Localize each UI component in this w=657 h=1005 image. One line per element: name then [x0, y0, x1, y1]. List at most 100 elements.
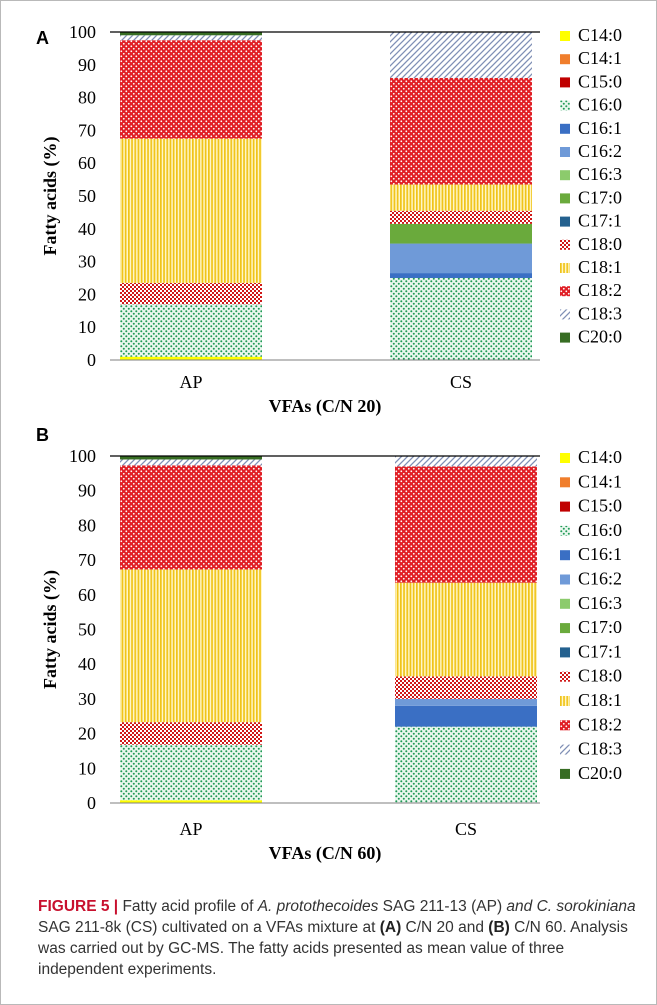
caption-text-3: and C. sorokiniana [506, 898, 636, 915]
caption-species-1: A. protothecoides [257, 898, 379, 915]
y-tick-label: 40 [78, 654, 96, 674]
bar-segment-ap-C14-0 [120, 356, 262, 360]
bar-segment-cs-C18-0 [390, 210, 532, 224]
legend-label: C16:1 [578, 544, 622, 564]
legend-label: C16:2 [578, 569, 622, 589]
y-tick-label: 90 [78, 55, 96, 75]
legend-swatch-C20-0 [560, 332, 570, 343]
y-tick-label: 70 [78, 550, 96, 570]
y-tick-label: 20 [78, 284, 96, 304]
caption-panel-b: (B) [488, 919, 510, 936]
bar-segment-ap-C14-0 [120, 800, 262, 803]
legend-swatch-C16-2 [560, 574, 570, 585]
legend-swatch-C18-3 [560, 309, 570, 320]
legend-label: C16:0 [578, 95, 622, 115]
y-tick-label: 0 [87, 350, 96, 370]
y-tick-label: 0 [87, 793, 96, 813]
bar-segment-cs-C18-2 [395, 466, 537, 583]
legend-swatch-C18-0 [560, 671, 570, 682]
y-tick-label: 90 [78, 481, 96, 501]
legend-label: C14:1 [578, 48, 622, 68]
bar-segment-cs-C16-0 [390, 278, 532, 360]
bar-segment-cs-C18-1 [395, 582, 537, 677]
bar-segment-ap-C18-1 [120, 569, 262, 723]
y-tick-label: 50 [78, 186, 96, 206]
legend-swatch-C18-2 [560, 720, 570, 731]
legend-swatch-C20-0 [560, 768, 570, 779]
legend-label: C18:0 [578, 234, 622, 254]
legend-label: C18:0 [578, 666, 622, 686]
legend-swatch-C17-1 [560, 216, 570, 227]
chart-panel-a: A 0 10 20 30 40 50 60 70 80 90 100 Fatty acids (%) AP… [36, 22, 622, 417]
legend-label: C18:2 [578, 714, 622, 734]
legend: C14:0 C14:1 C15:0 C16:0 C16:1 C16:2 C16:3 C17:0… [560, 447, 622, 783]
legend-swatch-C16-2 [560, 147, 570, 157]
bar-segment-cs-C18-3 [395, 456, 537, 467]
y-axis-label: Fatty acids (%) [40, 570, 61, 689]
panel-letter: B [36, 425, 49, 445]
bar-segment-cs-C18-2 [390, 77, 532, 185]
legend-label: C16:1 [578, 118, 622, 138]
caption-text-1: Fatty acid profile of [118, 898, 258, 915]
legend-swatch-C16-0 [560, 100, 570, 111]
legend-label: C16:3 [578, 164, 622, 184]
legend-swatch-C18-3 [560, 744, 570, 755]
bar-segment-cs-C16-0 [395, 726, 537, 803]
y-tick-label: 60 [78, 153, 96, 173]
caption-text-2: SAG 211-13 (AP) [378, 898, 507, 915]
y-tick-label: 100 [69, 446, 96, 466]
bar-segment-cs-C16-2 [390, 243, 532, 274]
legend-swatch-C16-3 [560, 170, 570, 181]
legend-label: C15:0 [578, 71, 622, 91]
legend-label: C14:0 [578, 447, 622, 467]
x-tick-label: CS [450, 372, 472, 392]
bar-segment-ap-C20-0 [120, 456, 262, 460]
panel-letter: A [36, 28, 49, 48]
legend-label: C17:0 [578, 617, 622, 637]
y-tick-label: 20 [78, 724, 96, 744]
legend-swatch-C18-1 [560, 696, 570, 706]
legend-swatch-C16-3 [560, 598, 570, 609]
bar-segment-cs-C18-0 [395, 676, 537, 699]
bar-segment-ap-C18-0 [120, 282, 262, 305]
caption-label: FIGURE 5 | [38, 898, 119, 915]
legend-label: C17:1 [578, 211, 622, 231]
bar-segment-ap-C18-2 [120, 465, 262, 570]
y-tick-label: 10 [78, 758, 96, 778]
bar-segment-cs-C16-2 [395, 698, 537, 706]
x-axis-label: VFAs (C/N 20) [269, 396, 382, 417]
y-tick-label: 30 [78, 689, 96, 709]
legend-swatch-C15-0 [560, 77, 570, 88]
y-tick-label: 10 [78, 317, 96, 337]
caption-text-6: C/N 60. Analysis was carried out by GC-M… [38, 919, 628, 978]
bar-segment-cs-C18-1 [390, 184, 532, 211]
legend-label: C16:0 [578, 520, 622, 540]
y-tick-label: 80 [78, 88, 96, 108]
legend-label: C20:0 [578, 327, 622, 347]
y-tick-label: 30 [78, 252, 96, 272]
bar-segment-ap-C18-3 [120, 459, 262, 466]
legend-label: C18:2 [578, 280, 622, 300]
legend-label: C15:0 [578, 496, 622, 516]
legend-label: C17:1 [578, 641, 622, 661]
legend-label: C16:2 [578, 141, 622, 161]
y-tick-label: 50 [78, 620, 96, 640]
y-tick-label: 60 [78, 585, 96, 605]
bar-segment-ap-C18-3 [120, 35, 262, 41]
bar-segment-cs-C16-1 [390, 273, 532, 278]
legend-swatch-C17-0 [560, 193, 570, 204]
legend-swatch-C17-1 [560, 647, 570, 658]
legend: C14:0 C14:1 C15:0 C16:0 C16:1 C16:2 C16:3 C17:0… [560, 25, 622, 347]
legend-label: C14:1 [578, 471, 622, 491]
legend-label: C18:3 [578, 303, 622, 323]
bar-segment-ap-C16-0 [120, 744, 262, 801]
bar-segment-ap-C18-1 [120, 138, 262, 283]
caption-panel-a: (A) [379, 919, 402, 936]
caption-text-4: SAG 211-8k (CS) cultivated on a VFAs mix… [38, 919, 380, 936]
bar-segment-ap-C18-2 [120, 40, 262, 139]
y-tick-label: 100 [69, 22, 96, 42]
figure-caption: FIGURE 5 | Fatty acid profile of A. prot… [38, 896, 638, 980]
x-tick-label: AP [179, 372, 202, 392]
legend-label: C18:1 [578, 257, 622, 277]
